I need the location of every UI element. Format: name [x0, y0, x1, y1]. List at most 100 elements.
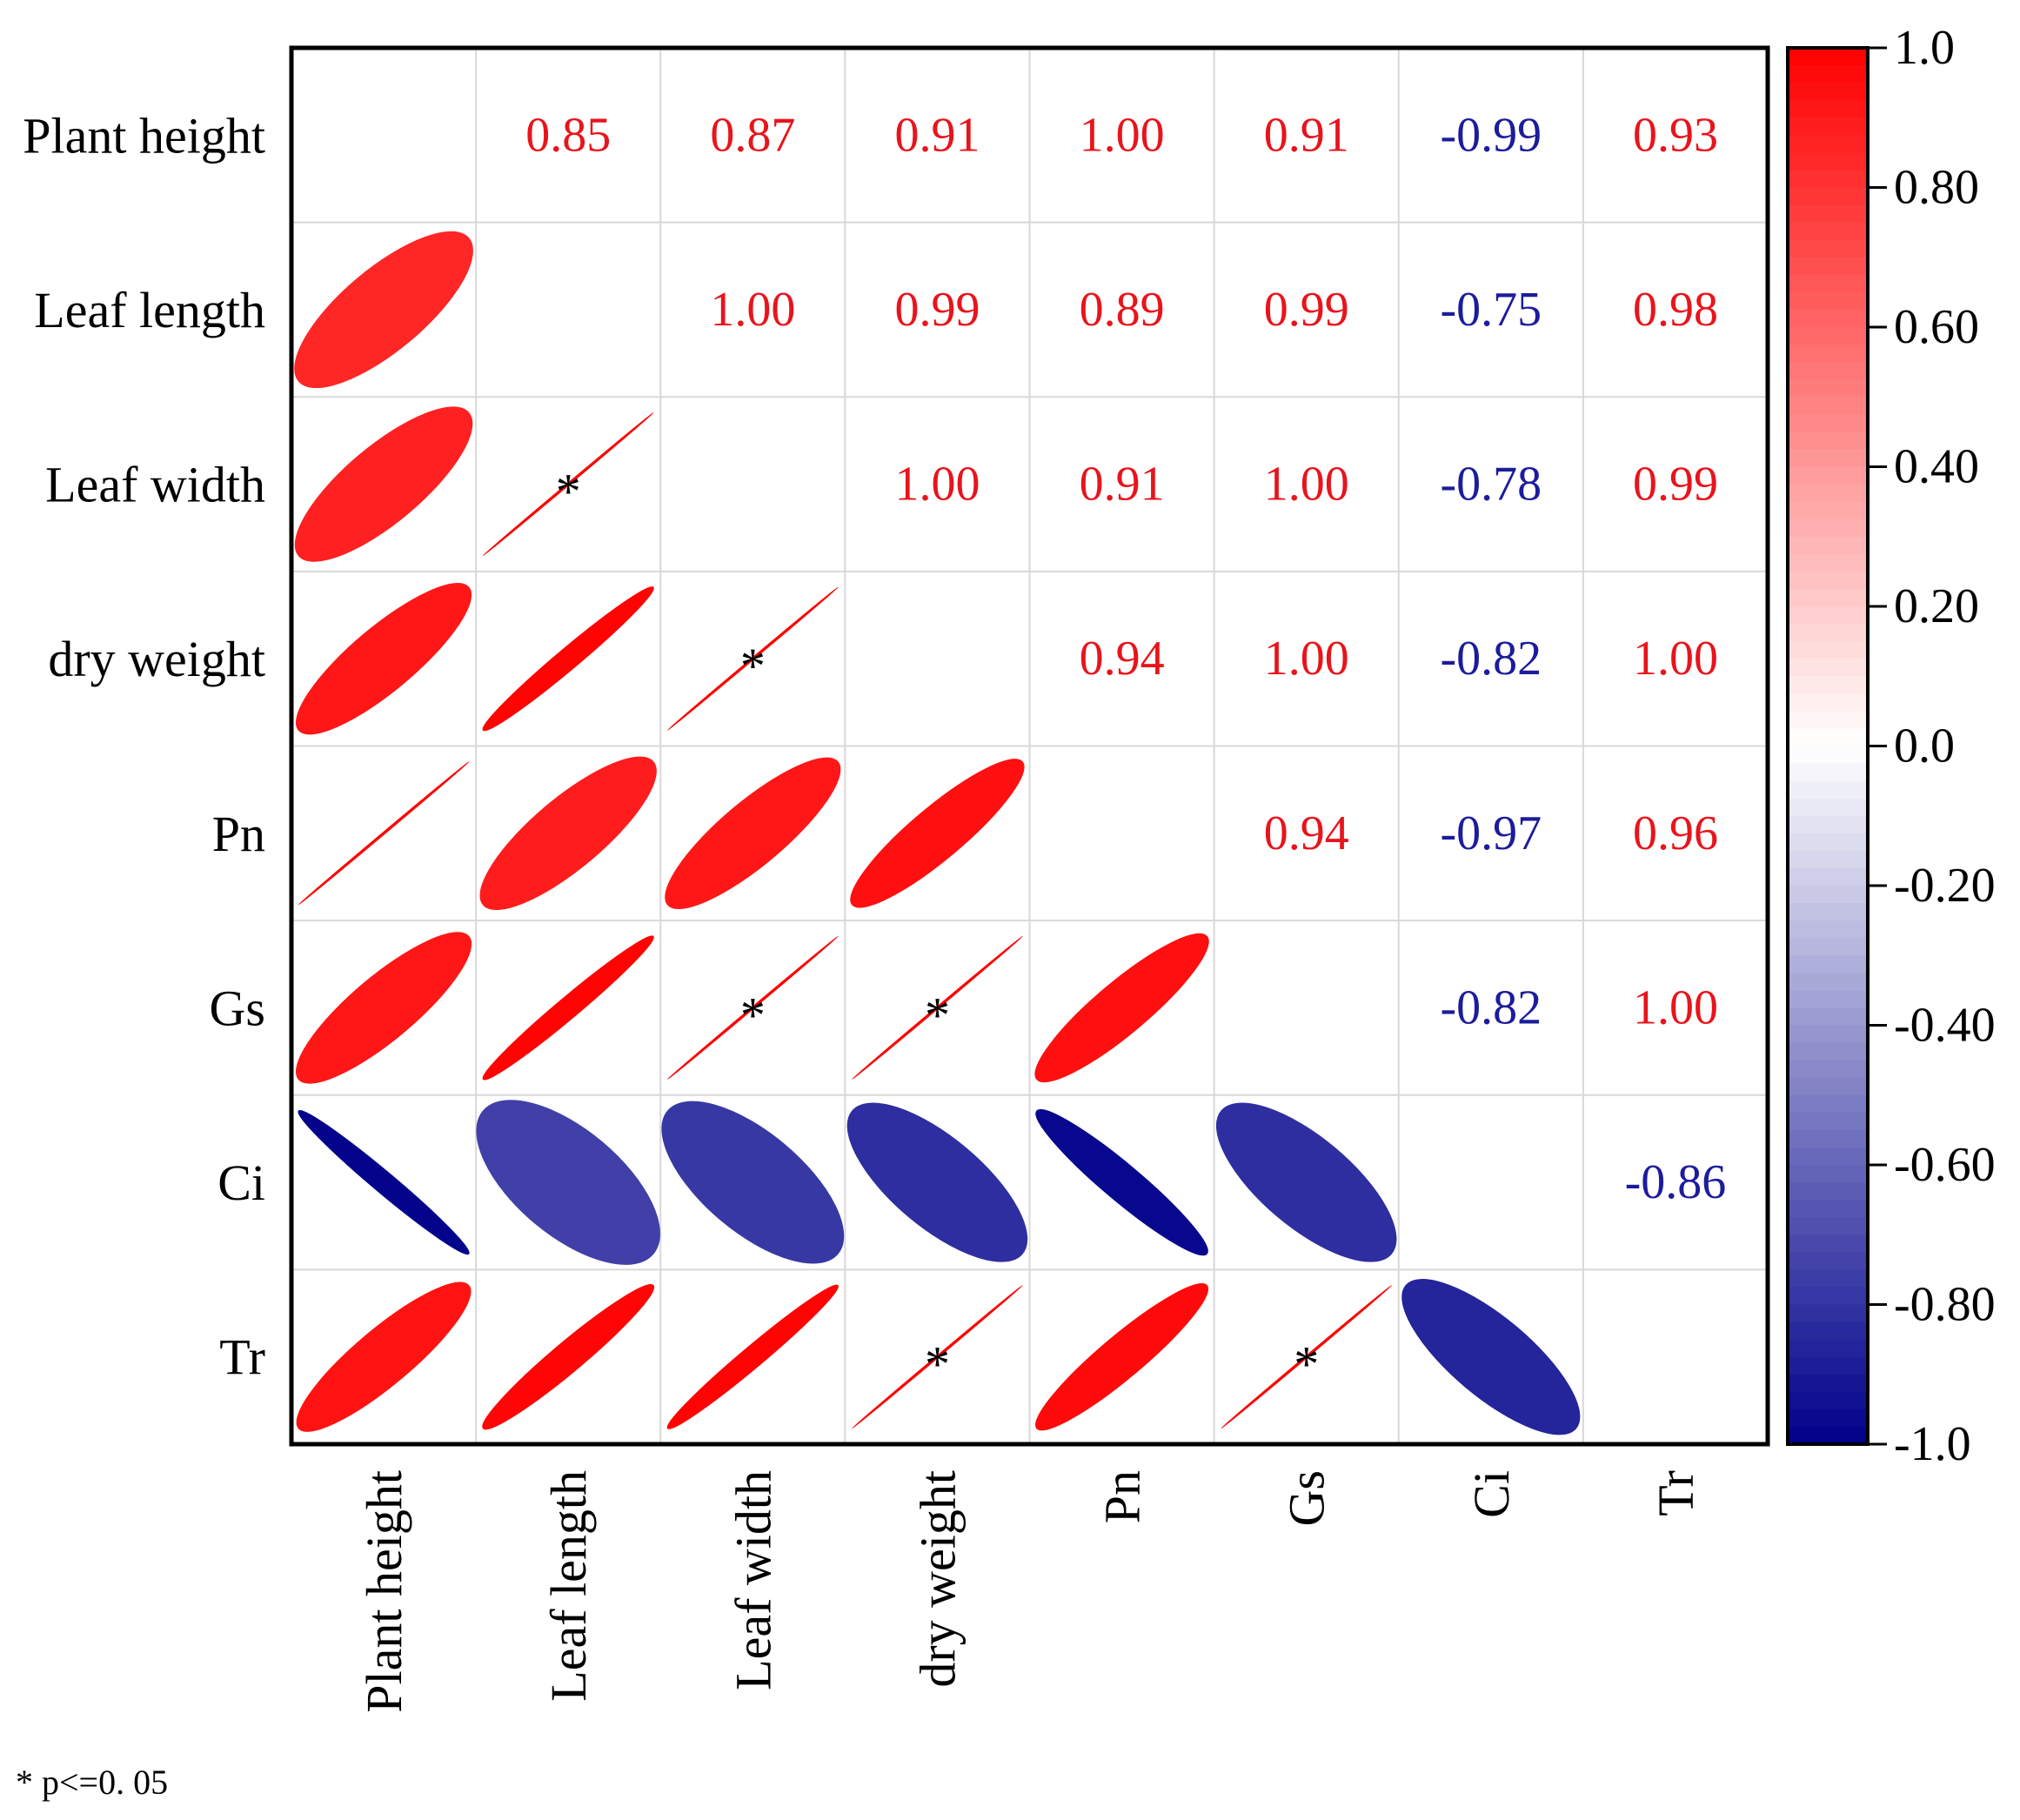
- colorbar-band: [1788, 1391, 1868, 1410]
- ellipse-5-0: [295, 932, 472, 1084]
- ellipse-4-1: [479, 756, 657, 910]
- colorbar-band: [1788, 484, 1868, 503]
- colorbar-band: [1788, 170, 1868, 189]
- ellipse-7-5: [1221, 1285, 1392, 1429]
- column-label: dry weight: [909, 1470, 966, 1688]
- colorbar-tick-label: -0.60: [1894, 1138, 1996, 1192]
- ellipse-6-2: [661, 1101, 845, 1264]
- value-label: 1.00: [1633, 980, 1718, 1034]
- significance-footnote: * p<=0. 05: [16, 1763, 168, 1802]
- ellipse-2-1: [482, 412, 654, 557]
- colorbar-band: [1788, 1007, 1868, 1027]
- value-label: 0.99: [894, 283, 980, 337]
- colorbar-band: [1788, 65, 1868, 84]
- value-label: -0.75: [1440, 283, 1542, 337]
- colorbar-band: [1788, 83, 1868, 101]
- grid-lines: [291, 48, 1768, 1444]
- ellipse-3-2: [667, 586, 839, 731]
- colorbar-band: [1788, 274, 1868, 293]
- colorbar-band: [1788, 938, 1868, 957]
- colorbar-band: [1788, 798, 1868, 817]
- row-label: Ci: [217, 1154, 265, 1211]
- colorbar-band: [1788, 1147, 1868, 1166]
- colorbar-band: [1788, 345, 1868, 363]
- value-label: 1.00: [710, 283, 795, 337]
- colorbar-band: [1788, 1287, 1868, 1306]
- value-label: 0.91: [1264, 108, 1349, 162]
- ellipse-5-1: [482, 935, 654, 1081]
- ellipse-3-0: [295, 583, 472, 735]
- ellipse-5-2: [667, 935, 839, 1081]
- colorbar-band: [1788, 624, 1868, 642]
- colorbar-tick-label: -0.40: [1894, 999, 1996, 1053]
- colorbar-tick-label: 0.20: [1894, 579, 1979, 633]
- ellipse-4-2: [665, 757, 841, 909]
- colorbar-band: [1788, 693, 1868, 713]
- colorbar-band: [1788, 1269, 1868, 1288]
- colorbar-band: [1788, 955, 1868, 974]
- colorbar-band: [1788, 432, 1868, 451]
- colorbar-band: [1788, 187, 1868, 206]
- colorbar-band: [1788, 886, 1868, 904]
- colorbar-band: [1788, 100, 1868, 119]
- value-label: 1.00: [1080, 108, 1165, 162]
- column-label: Leaf width: [725, 1470, 781, 1690]
- colorbar-band: [1788, 1025, 1868, 1044]
- ellipse-6-5: [1215, 1102, 1397, 1262]
- colorbar-band: [1788, 222, 1868, 241]
- row-label: Leaf width: [45, 457, 265, 513]
- colorbar-band: [1788, 867, 1868, 887]
- colorbar-band: [1788, 327, 1868, 345]
- value-label: 0.99: [1264, 283, 1349, 337]
- colorbar-band: [1788, 135, 1868, 154]
- colorbar-band: [1788, 449, 1868, 468]
- column-label: Plant height: [356, 1470, 412, 1713]
- ellipse-6-0: [298, 1109, 470, 1255]
- row-label: Leaf length: [34, 282, 265, 338]
- colorbar-band: [1788, 1304, 1868, 1323]
- ellipse-marks: [294, 231, 1581, 1435]
- colorbar-band: [1788, 1182, 1868, 1201]
- colorbar-band: [1788, 1322, 1868, 1341]
- colorbar-band: [1788, 1339, 1868, 1358]
- colorbar-band: [1788, 780, 1868, 800]
- colorbar-band: [1788, 728, 1868, 747]
- colorbar-band: [1788, 903, 1868, 921]
- significance-star: *: [740, 987, 766, 1043]
- row-label: Tr: [219, 1329, 265, 1386]
- colorbar-band: [1788, 291, 1868, 311]
- colorbar-tick-label: 0.40: [1894, 440, 1979, 494]
- colorbar-band: [1788, 1060, 1868, 1079]
- ellipse-6-3: [846, 1102, 1028, 1262]
- value-label: -0.86: [1625, 1155, 1727, 1209]
- colorbar-band: [1788, 1408, 1868, 1428]
- colorbar-band: [1788, 850, 1868, 869]
- ellipse-3-1: [482, 586, 654, 732]
- value-label: -0.82: [1440, 632, 1542, 686]
- colorbar-tick-label: 0.0: [1894, 719, 1955, 773]
- ellipse-2-0: [294, 406, 473, 562]
- ellipse-7-4: [1035, 1283, 1209, 1431]
- colorbar-band: [1788, 257, 1868, 276]
- colorbar-band: [1788, 973, 1868, 992]
- colorbar-band: [1788, 466, 1868, 485]
- row-label: Pn: [212, 806, 265, 862]
- colorbar-band: [1788, 990, 1868, 1009]
- value-label: 0.87: [710, 108, 795, 162]
- colorbar-band: [1788, 641, 1868, 659]
- colorbar-tick-label: -0.20: [1894, 859, 1996, 913]
- colorbar-band: [1788, 711, 1868, 730]
- significance-markers: * * * * * *: [556, 464, 1320, 1393]
- value-label: 0.94: [1264, 806, 1349, 860]
- significance-star: *: [740, 638, 766, 694]
- significance-star: *: [925, 987, 950, 1043]
- row-label: Plant height: [23, 107, 265, 164]
- value-label: 1.00: [894, 458, 980, 512]
- value-labels: 0.85 0.87 0.91 1.00 0.91 -0.99 0.93 1.00 0.99 0.8…: [525, 108, 1726, 1209]
- colorbar-band: [1788, 746, 1868, 765]
- column-label: Ci: [1463, 1470, 1520, 1518]
- value-label: -0.97: [1440, 806, 1542, 860]
- column-label: Gs: [1279, 1470, 1335, 1526]
- column-labels: Plant height Leaf length Leaf width dry wei…: [356, 1470, 1704, 1713]
